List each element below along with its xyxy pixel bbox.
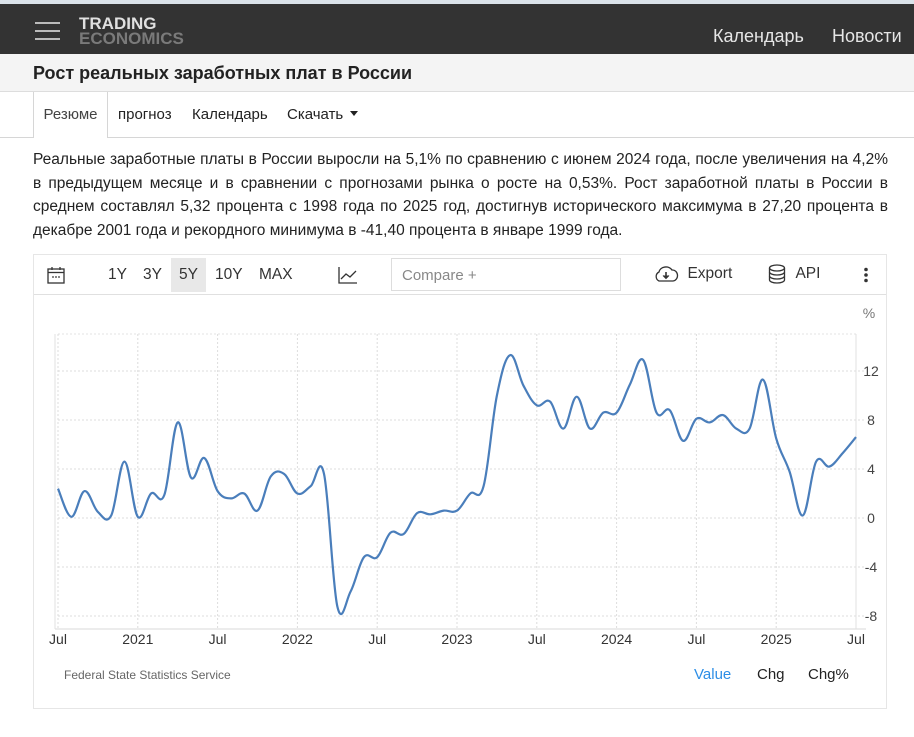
mode-chg[interactable]: Chg — [757, 666, 785, 683]
x-tick-label: 2022 — [282, 631, 313, 647]
x-tick-label: Jul — [687, 631, 705, 647]
x-tick-label: Jul — [209, 631, 227, 647]
y-tick-label: 0 — [867, 510, 875, 526]
x-tick-label: Jul — [49, 631, 67, 647]
x-tick-label: Jul — [847, 631, 865, 647]
x-tick-label: Jul — [368, 631, 386, 647]
source-label: Federal State Statistics Service — [64, 668, 231, 682]
mode-chg-pct[interactable]: Chg% — [808, 666, 849, 683]
x-tick-label: Jul — [528, 631, 546, 647]
x-tick-label: 2025 — [761, 631, 792, 647]
y-tick-label: -8 — [865, 608, 878, 624]
y-tick-label: 12 — [863, 363, 879, 379]
y-tick-label: 8 — [867, 412, 875, 428]
x-tick-label: 2023 — [441, 631, 472, 647]
x-tick-label: 2021 — [122, 631, 153, 647]
x-tick-label: 2024 — [601, 631, 632, 647]
y-unit-label: % — [863, 305, 875, 321]
y-tick-label: -4 — [865, 559, 878, 575]
mode-value[interactable]: Value — [694, 666, 731, 683]
y-tick-label: 4 — [867, 461, 875, 477]
chart-container: 1Y 3Y 5Y 10Y MAX Compare + Export API -8… — [33, 254, 887, 709]
